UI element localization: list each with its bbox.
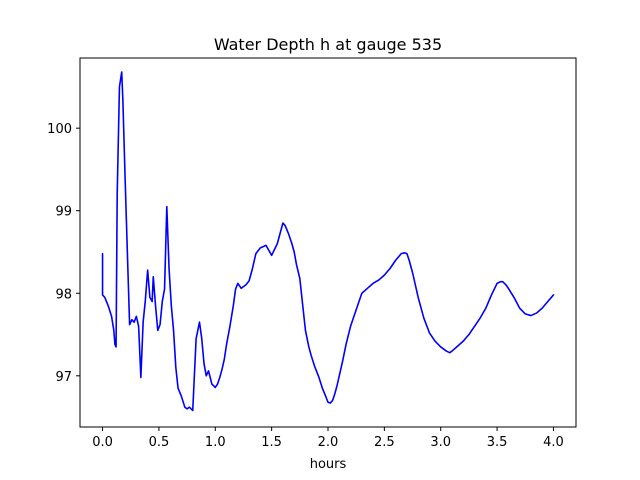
x-tick-label: 3.5 <box>487 435 508 450</box>
x-tick-label: 2.0 <box>318 435 339 450</box>
x-axis-label: hours <box>310 457 347 472</box>
y-tick-label: 99 <box>55 205 72 220</box>
x-tick-label: 0.0 <box>92 435 113 450</box>
chart-title: Water Depth h at gauge 535 <box>214 35 442 54</box>
x-tick-label: 1.5 <box>261 435 282 450</box>
x-tick-label: 3.0 <box>430 435 451 450</box>
x-tick-label: 0.5 <box>149 435 170 450</box>
y-tick-label: 97 <box>55 370 72 385</box>
series-layer <box>101 71 555 412</box>
x-tick-label: 1.0 <box>205 435 226 450</box>
series-line-0 <box>101 71 555 412</box>
y-tick-label: 100 <box>47 122 72 137</box>
y-axis: 97 98 99 100 <box>47 122 80 385</box>
y-tick-label: 98 <box>55 287 72 302</box>
x-tick-label: 4.0 <box>543 435 564 450</box>
x-axis: 0.0 0.5 1.0 1.5 2.0 2.5 3.0 3.5 4.0 <box>92 427 564 450</box>
x-tick-label: 2.5 <box>374 435 395 450</box>
